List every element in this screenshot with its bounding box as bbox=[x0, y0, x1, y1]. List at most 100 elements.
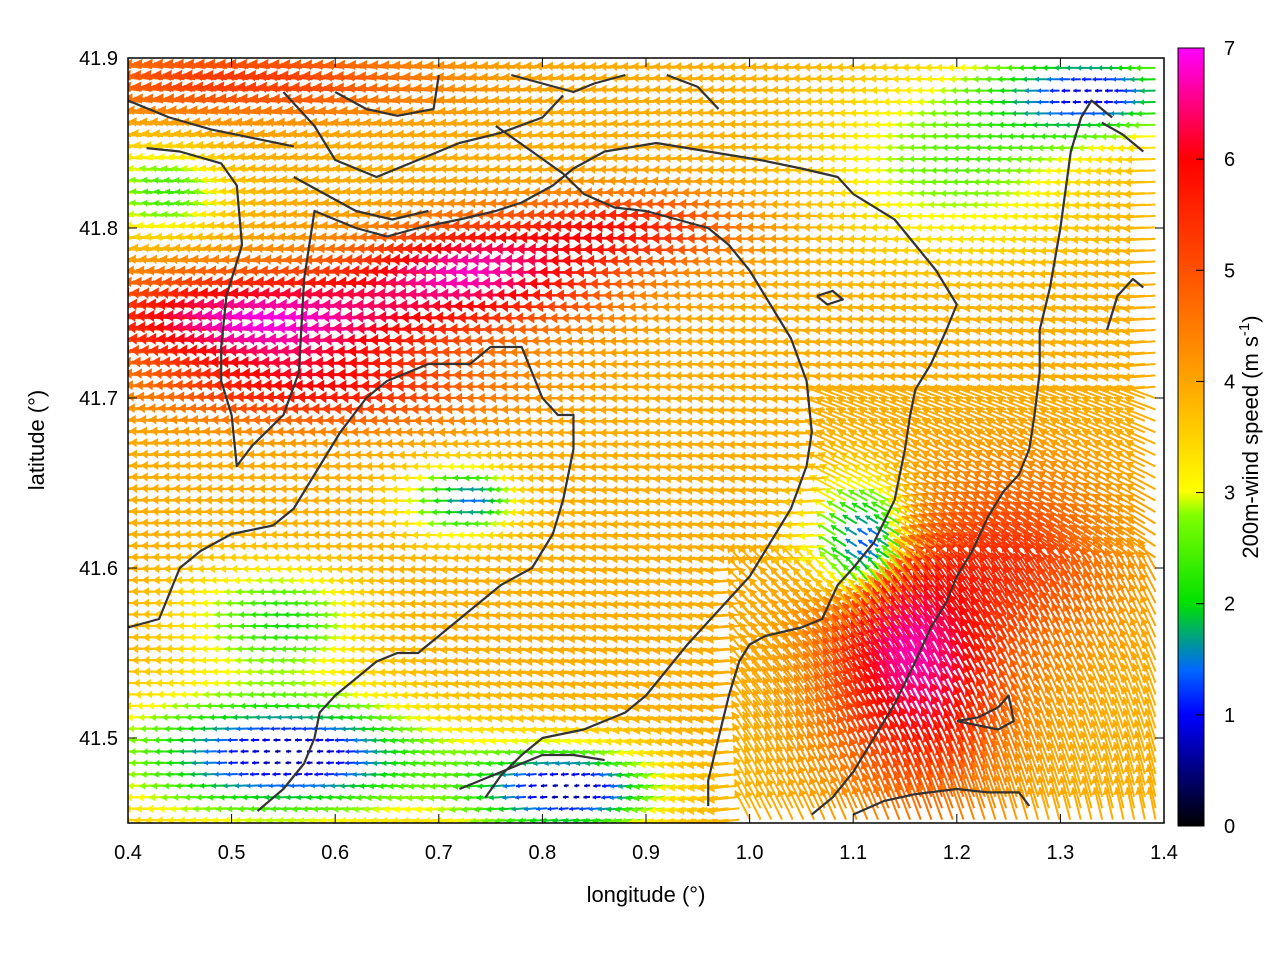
wind-arrow bbox=[992, 773, 1008, 809]
wind-arrow bbox=[900, 731, 922, 775]
wind-arrow bbox=[215, 737, 228, 743]
wind-arrow bbox=[326, 749, 334, 754]
wind-arrow bbox=[707, 795, 740, 805]
wind-arrow bbox=[549, 772, 559, 777]
wind-arrow bbox=[128, 340, 132, 343]
wind-arrow bbox=[707, 783, 740, 793]
wind-arrow bbox=[932, 719, 954, 764]
wind-arrow bbox=[128, 271, 132, 274]
wind-arrow bbox=[305, 737, 313, 743]
wind-arrow bbox=[1122, 719, 1136, 752]
wind-arrow bbox=[128, 647, 132, 650]
wind-arrow bbox=[273, 737, 281, 743]
wind-vector-layer bbox=[128, 58, 1157, 823]
wind-arrow bbox=[315, 737, 324, 743]
wind-arrow bbox=[274, 760, 281, 765]
wind-arrow bbox=[128, 294, 132, 297]
wind-arrow bbox=[515, 783, 527, 789]
wind-arrow bbox=[742, 733, 762, 764]
wind-arrow bbox=[539, 794, 548, 800]
wind-arrow bbox=[191, 748, 206, 755]
wind-arrow bbox=[261, 771, 270, 777]
wind-arrow bbox=[523, 806, 537, 812]
wind-arrow bbox=[325, 737, 334, 743]
wind-arrow bbox=[128, 818, 132, 821]
wind-arrow bbox=[202, 771, 217, 778]
wind-arrow bbox=[128, 659, 132, 662]
wind-arrow bbox=[250, 737, 260, 743]
wind-arrow bbox=[592, 817, 612, 823]
wind-arrow bbox=[227, 737, 238, 743]
wind-arrow bbox=[571, 772, 580, 777]
wind-arrow bbox=[128, 784, 132, 787]
wind-arrow bbox=[204, 748, 217, 755]
plot-area: 0.4 0.5 0.6 0.7 0.8 0.9 1.0 1.1 1.2 1.3 1.441.541.… bbox=[79, 48, 1178, 864]
wind-arrow bbox=[128, 431, 132, 434]
wind-arrow bbox=[345, 760, 356, 766]
wind-arrow bbox=[226, 771, 238, 777]
wind-arrow bbox=[560, 772, 569, 777]
wind-arrow bbox=[753, 733, 773, 764]
wind-arrow bbox=[706, 749, 740, 759]
wind-arrow bbox=[128, 488, 132, 491]
wind-arrow bbox=[579, 806, 591, 812]
wind-arrow bbox=[285, 760, 292, 765]
wind-arrow bbox=[128, 442, 132, 445]
wind-arrow bbox=[203, 737, 217, 743]
wind-arrow bbox=[514, 794, 527, 800]
wind-arrow bbox=[294, 737, 302, 743]
wind-arrow bbox=[584, 783, 591, 788]
wind-arrow bbox=[1057, 741, 1072, 775]
wind-arrow bbox=[540, 783, 548, 788]
wind-arrow bbox=[128, 613, 132, 616]
wind-arrow bbox=[1078, 730, 1093, 763]
wind-arrow bbox=[128, 670, 132, 673]
wind-arrow bbox=[601, 817, 623, 823]
wind-arrow bbox=[569, 806, 580, 812]
wind-arrow bbox=[1100, 730, 1114, 763]
wind-arrow bbox=[252, 749, 260, 754]
wind-arrow bbox=[216, 760, 228, 766]
wind-arrow bbox=[1089, 730, 1104, 763]
wind-arrow bbox=[574, 783, 580, 788]
wind-arrow bbox=[263, 749, 270, 754]
wind-arrow bbox=[1079, 741, 1093, 775]
wind-arrow bbox=[128, 693, 132, 696]
wind-arrow bbox=[707, 806, 740, 816]
wind-arrow bbox=[284, 737, 292, 743]
wind-arrow bbox=[128, 681, 132, 684]
wind-arrow bbox=[240, 749, 249, 754]
wind-arrow bbox=[911, 731, 933, 775]
wind-arrow bbox=[573, 795, 580, 800]
wind-arrow bbox=[128, 624, 132, 627]
wind-arrow bbox=[743, 745, 762, 775]
wind-arrow bbox=[304, 771, 313, 777]
wind-arrow bbox=[238, 771, 249, 777]
wind-arrow bbox=[592, 795, 601, 800]
wind-arrow bbox=[275, 749, 281, 754]
wind-arrow bbox=[763, 721, 783, 752]
wind-arrow bbox=[1035, 752, 1050, 786]
wind-arrow bbox=[1089, 719, 1104, 752]
wind-arrow bbox=[626, 783, 644, 790]
wind-arrow bbox=[234, 783, 249, 789]
wind-arrow bbox=[128, 305, 132, 309]
wind-arrow bbox=[316, 760, 324, 765]
wind-arrow bbox=[128, 317, 132, 320]
wind-arrow bbox=[128, 248, 132, 252]
wind-arrow bbox=[1068, 741, 1082, 775]
wind-arrow bbox=[563, 783, 569, 788]
wind-arrow bbox=[1024, 752, 1040, 786]
wind-arrow bbox=[547, 806, 559, 812]
wind-arrow bbox=[590, 772, 601, 778]
wind-arrow bbox=[290, 783, 302, 789]
wind-arrow bbox=[128, 362, 132, 365]
wind-arrow bbox=[249, 771, 260, 777]
wind-arrow bbox=[1057, 752, 1072, 786]
wind-arrow bbox=[128, 590, 132, 593]
wind-arrow bbox=[334, 737, 345, 743]
wind-arrow bbox=[333, 771, 345, 777]
wind-arrow bbox=[558, 806, 569, 812]
wind-arrow bbox=[502, 794, 516, 801]
wind-arrow bbox=[240, 760, 249, 766]
